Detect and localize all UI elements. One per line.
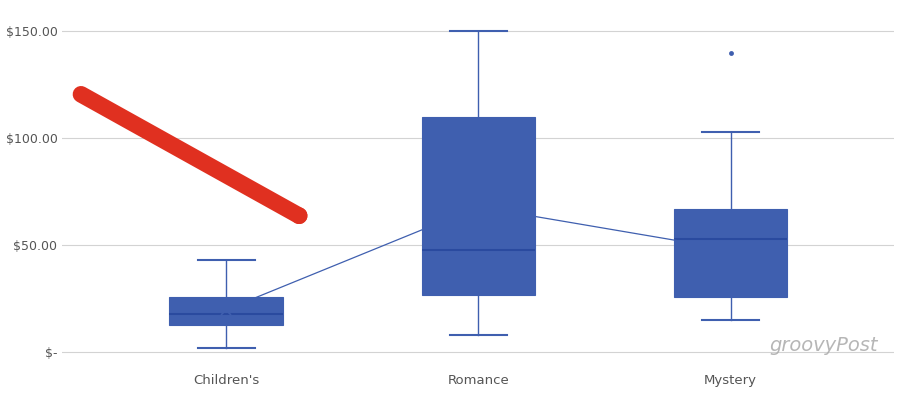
FancyArrowPatch shape: [81, 94, 299, 216]
PathPatch shape: [169, 297, 283, 325]
PathPatch shape: [421, 117, 536, 295]
Text: groovyPost: groovyPost: [770, 336, 878, 355]
PathPatch shape: [674, 209, 788, 297]
